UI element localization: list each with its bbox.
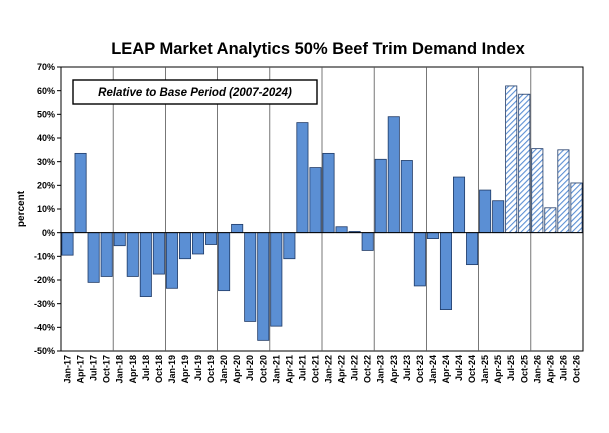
x-tick-label: Apr-17 — [76, 355, 86, 384]
x-tick-label: Apr-20 — [232, 355, 242, 384]
y-tick-label: 50% — [37, 110, 55, 120]
x-tick-label: Oct-22 — [363, 355, 373, 383]
bar-Apr-22 — [335, 226, 348, 234]
x-tick-label: Jan-23 — [376, 355, 386, 384]
bar-Oct-23 — [413, 232, 426, 287]
x-tick-label: Apr-21 — [284, 355, 294, 384]
bar-Jul-18 — [139, 232, 152, 297]
x-tick-label: Apr-26 — [545, 355, 555, 384]
bar-Jan-25 — [479, 189, 492, 234]
annotation-text: Relative to Base Period (2007-2024) — [98, 87, 292, 99]
forecast-bar-Apr-26 — [544, 207, 557, 234]
bar-Oct-22 — [361, 232, 374, 251]
y-tick-label: 20% — [37, 181, 55, 191]
x-tick-label: Oct-24 — [467, 355, 477, 383]
y-tick-label: -50% — [34, 346, 55, 356]
x-tick-label: Jul-23 — [402, 355, 412, 381]
x-tick-label: Jan-18 — [115, 355, 125, 384]
bar-Jan-18 — [113, 232, 126, 247]
x-tick-label: Apr-18 — [128, 355, 138, 384]
x-tick-label: Apr-25 — [493, 355, 503, 384]
x-tick-label: Apr-23 — [389, 355, 399, 384]
x-tick-label: Jul-24 — [454, 355, 464, 381]
x-tick-label: Oct-25 — [519, 355, 529, 383]
y-tick-label: 70% — [37, 62, 55, 72]
y-tick-label: 60% — [37, 86, 55, 96]
y-tick-label: -40% — [34, 323, 55, 333]
bar-Apr-17 — [74, 152, 87, 234]
x-tick-label: Oct-26 — [571, 355, 581, 383]
x-tick-label: Jul-21 — [297, 355, 307, 381]
bar-Oct-18 — [152, 232, 165, 275]
x-tick-label: Jul-18 — [141, 355, 151, 381]
x-tick-label: Jan-17 — [63, 355, 73, 384]
bar-Jul-20 — [244, 232, 257, 322]
x-tick-label: Jul-19 — [193, 355, 203, 381]
y-tick-label: 0% — [42, 228, 55, 238]
forecast-bar-Jul-26 — [557, 149, 570, 234]
bar-Jan-22 — [322, 152, 335, 234]
x-tick-label: Jan-19 — [167, 355, 177, 384]
bar-Apr-19 — [178, 232, 191, 260]
bar-Apr-24 — [439, 232, 452, 310]
chart-title: LEAP Market Analytics 50% Beef Trim Dema… — [111, 40, 525, 58]
forecast-bar-Jul-25 — [505, 85, 518, 234]
forecast-bar-Jan-26 — [531, 148, 544, 234]
x-tick-label: Oct-21 — [310, 355, 320, 383]
x-tick-label: Oct-19 — [206, 355, 216, 383]
bar-Apr-20 — [231, 223, 244, 234]
bar-Jul-24 — [453, 176, 466, 234]
bar-Oct-20 — [257, 232, 270, 341]
y-tick-label: -20% — [34, 275, 55, 285]
x-tick-label: Oct-23 — [415, 355, 425, 383]
bar-Jul-17 — [87, 232, 100, 283]
x-tick-label: Jul-17 — [89, 355, 99, 381]
y-tick-label: -10% — [34, 252, 55, 262]
bar-Oct-24 — [466, 232, 479, 266]
x-tick-label: Jul-20 — [245, 355, 255, 381]
x-tick-label: Jan-26 — [532, 355, 542, 384]
bar-Jul-19 — [192, 232, 205, 255]
bar-Oct-19 — [205, 232, 218, 245]
y-tick-label: -30% — [34, 299, 55, 309]
bar-Jan-20 — [218, 232, 231, 292]
bar-Jan-23 — [374, 158, 387, 234]
bar-Apr-18 — [126, 232, 139, 277]
bar-Apr-25 — [492, 200, 505, 234]
x-tick-label: Jul-26 — [558, 355, 568, 381]
x-tick-label: Oct-17 — [102, 355, 112, 383]
x-tick-label: Oct-20 — [258, 355, 268, 383]
bar-Oct-17 — [100, 232, 113, 277]
x-tick-label: Oct-18 — [154, 355, 164, 383]
bar-Apr-23 — [387, 116, 400, 234]
bar-Jul-23 — [400, 160, 413, 234]
y-tick-label: 30% — [37, 157, 55, 167]
x-tick-label: Jan-25 — [480, 355, 490, 384]
bar-Jan-19 — [165, 232, 178, 289]
y-tick-label: 10% — [37, 204, 55, 214]
bar-Jan-24 — [426, 232, 439, 239]
bar-Jan-21 — [270, 232, 283, 327]
forecast-bar-Oct-25 — [518, 93, 531, 234]
bar-Oct-21 — [309, 167, 322, 234]
bar-Jan-17 — [61, 232, 74, 256]
x-tick-label: Apr-19 — [180, 355, 190, 384]
bar-Jul-21 — [296, 122, 309, 234]
y-axis-label: percent — [16, 190, 27, 227]
y-tick-label: 40% — [37, 133, 55, 143]
annotation-box — [72, 79, 318, 105]
x-tick-label: Jan-21 — [271, 355, 281, 384]
x-tick-label: Jul-25 — [506, 355, 516, 381]
x-tick-label: Jan-24 — [428, 355, 438, 384]
forecast-bar-Oct-26 — [570, 182, 583, 234]
x-tick-label: Jul-22 — [350, 355, 360, 381]
x-tick-label: Apr-22 — [337, 355, 347, 384]
x-tick-label: Jan-22 — [324, 355, 334, 384]
x-tick-label: Apr-24 — [441, 355, 451, 384]
x-tick-label: Jan-20 — [219, 355, 229, 384]
bar-Apr-21 — [283, 232, 296, 260]
